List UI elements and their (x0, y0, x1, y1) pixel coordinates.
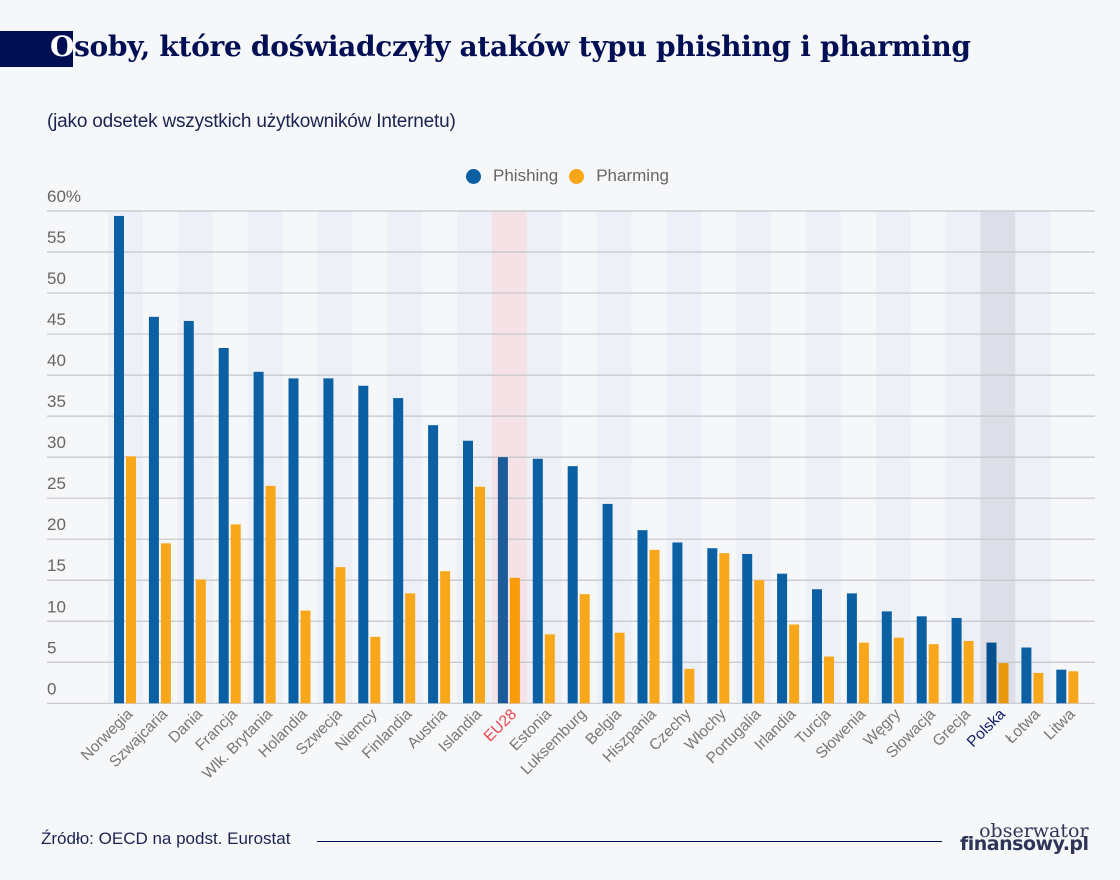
y-tick-label: 20 (47, 515, 66, 534)
bar-pharming (1033, 672, 1044, 704)
y-tick-label: 35 (47, 392, 66, 411)
bar-pharming (300, 610, 311, 704)
bar-phishing (1021, 647, 1032, 704)
bar-pharming (265, 485, 276, 704)
x-tick-label: Litwa (1041, 706, 1079, 744)
bar-pharming (893, 637, 904, 704)
title-first-letter: O (50, 30, 75, 63)
bar-pharming (579, 594, 590, 704)
bar-pharming (928, 644, 939, 704)
bar-phishing (253, 371, 264, 704)
bar-phishing (288, 378, 299, 704)
bar-pharming (1068, 671, 1079, 704)
bar-pharming (475, 486, 485, 704)
bar-phishing (881, 611, 892, 704)
bar-phishing (218, 348, 229, 704)
y-tick-label: 55 (47, 228, 66, 247)
bar-pharming (440, 571, 451, 704)
x-tick-label: Polska (964, 706, 1009, 751)
bar-pharming (230, 524, 241, 704)
bar-pharming (509, 577, 520, 704)
bar-phishing (532, 458, 543, 704)
bar-phishing (951, 617, 962, 704)
y-tick-label: 10 (47, 597, 66, 616)
legend: Phishing Pharming (466, 166, 680, 186)
bars (114, 215, 1079, 704)
bar-phishing (777, 573, 788, 704)
y-tick-label: 60% (47, 187, 81, 206)
y-axis-ticks: 0 5 10 15 20 25 30 35 40 45 50 55 60% (47, 187, 81, 698)
bar-pharming (370, 636, 381, 704)
bar-phishing (183, 320, 194, 704)
source-note: Źródło: OECD na podst. Eurostat (41, 829, 291, 848)
bar-pharming (824, 656, 834, 704)
legend-dot-pharming-icon (569, 168, 585, 184)
bar-pharming (998, 663, 1009, 704)
bar-pharming (719, 553, 730, 704)
bar-phishing (323, 378, 334, 704)
logo-line2: finansowy.pl (960, 833, 1089, 855)
y-tick-label: 15 (47, 556, 66, 575)
bar-phishing (637, 530, 648, 704)
bar-pharming (858, 642, 869, 704)
title-rest: soby, które doświadczyły ataków typu phi… (74, 30, 971, 63)
bar-phishing (672, 542, 683, 704)
bar-phishing (707, 548, 718, 704)
chart-subtitle: (jako odsetek wszystkich użytkowników In… (47, 111, 456, 132)
bar-phishing (114, 215, 124, 704)
bar-phishing (463, 440, 473, 704)
bar-phishing (148, 316, 159, 704)
bar-phishing (358, 385, 369, 704)
bar-phishing (1056, 669, 1067, 704)
bar-phishing (567, 466, 578, 704)
publisher-logo[interactable]: obserwator finansowy.pl (960, 822, 1089, 854)
bar-pharming (160, 543, 171, 704)
bar-pharming (963, 640, 974, 704)
bar-pharming (649, 549, 660, 704)
y-tick-label: 30 (47, 433, 66, 452)
bar-pharming (684, 668, 695, 704)
bar-pharming (544, 634, 555, 704)
bar-phishing (428, 425, 439, 704)
y-tick-label: 50 (47, 269, 66, 288)
bar-pharming (405, 593, 416, 704)
bar-phishing (812, 589, 822, 704)
bar-pharming (195, 579, 206, 704)
legend-item-pharming: Pharming (569, 166, 669, 186)
bar-phishing (742, 553, 753, 704)
y-tick-label: 0 (47, 679, 56, 698)
y-tick-label: 5 (47, 638, 56, 657)
chart-title: Osoby, które doświadczyły ataków typu ph… (50, 30, 971, 63)
legend-item-phishing: Phishing (466, 166, 558, 186)
bar-pharming (789, 624, 800, 704)
y-tick-label: 40 (47, 351, 66, 370)
x-tick-label: Łotwa (1002, 706, 1044, 748)
y-tick-label: 25 (47, 474, 66, 493)
bar-phishing (916, 616, 927, 704)
legend-label-phishing: Phishing (493, 166, 559, 185)
bar-phishing (497, 457, 508, 704)
bar-pharming (335, 567, 346, 704)
title-accent-box (0, 31, 73, 67)
bar-pharming (126, 456, 136, 704)
bar-phishing (393, 398, 404, 704)
logo-line1: obserwator (979, 820, 1089, 842)
bar-phishing (602, 503, 613, 704)
bar-pharming (614, 632, 625, 704)
legend-dot-phishing-icon (466, 168, 481, 184)
y-tick-label: 45 (47, 310, 66, 329)
bar-pharming (754, 580, 765, 704)
footer-divider (317, 841, 942, 842)
bar-phishing (986, 642, 997, 704)
bar-phishing (846, 593, 857, 704)
legend-label-pharming: Pharming (596, 166, 669, 185)
